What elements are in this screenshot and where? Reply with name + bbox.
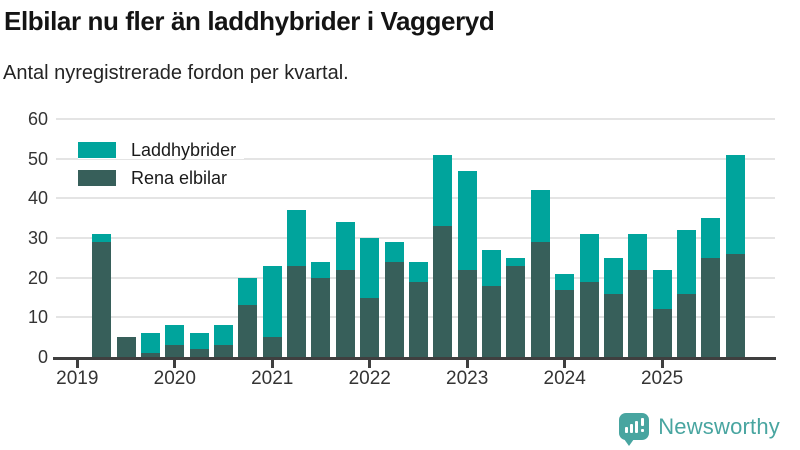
x-axis-tick — [270, 360, 274, 368]
legend-label: Rena elbilar — [131, 168, 228, 188]
bar-segment-laddhybrider — [140, 333, 160, 354]
bar-segment-rena-elbilar — [238, 305, 258, 357]
newsworthy-bar-chart-speech-bubble-icon — [619, 413, 650, 446]
x-axis-tick-label: 2025 — [640, 368, 684, 389]
bar-segment-rena-elbilar — [189, 349, 209, 357]
gridline-y-60 — [56, 118, 775, 120]
bar-segment-laddhybrider — [92, 234, 112, 242]
bar-segment-laddhybrider — [530, 190, 550, 242]
legend-item: Rena elbilar — [78, 168, 245, 188]
bar-segment-laddhybrider — [457, 170, 477, 270]
bar-segment-laddhybrider — [433, 154, 453, 227]
y-axis-tick-label: 0 — [37, 347, 48, 367]
y-axis-tick-label: 40 — [27, 188, 48, 209]
x-axis-tick — [368, 360, 372, 368]
chart-subtitle: Antal nyregistrerade fordon per kvartal. — [3, 62, 349, 84]
y-axis-tick-label: 30 — [27, 228, 48, 248]
y-axis-tick-label: 10 — [27, 307, 48, 328]
bar-segment-laddhybrider — [482, 249, 502, 286]
x-axis-tick-label: 2021 — [251, 368, 294, 389]
bar-segment-rena-elbilar — [335, 269, 355, 357]
x-axis-tick — [173, 360, 177, 368]
bar-segment-laddhybrider — [628, 234, 648, 270]
brand-name: Newsworthy — [658, 413, 780, 439]
bar-segment-laddhybrider — [384, 241, 404, 262]
legend-swatch — [78, 170, 116, 186]
x-axis-tick-label: 2019 — [56, 368, 99, 389]
chart-title: Elbilar nu fler än laddhybrider i Vagger… — [4, 6, 495, 36]
bar-segment-rena-elbilar — [677, 293, 696, 357]
bar-segment-rena-elbilar — [628, 269, 648, 357]
bar-segment-laddhybrider — [555, 273, 575, 290]
bar-segment-laddhybrider — [311, 261, 331, 278]
gridline-y-40 — [56, 197, 775, 200]
bar-segment-laddhybrider — [238, 277, 258, 306]
x-axis-tick-label: 2022 — [348, 368, 391, 389]
x-axis-tick-label: 2024 — [543, 368, 586, 389]
x-axis-tick — [563, 360, 567, 368]
bar-segment-rena-elbilar — [214, 345, 233, 357]
x-axis-tick — [660, 360, 664, 368]
bar-segment-laddhybrider — [506, 257, 526, 266]
bar-segment-rena-elbilar — [482, 285, 502, 357]
x-axis-tick-label: 2020 — [153, 368, 196, 389]
bar-segment-laddhybrider — [287, 210, 307, 266]
bar-segment-laddhybrider — [677, 230, 696, 294]
bar-segment-laddhybrider — [408, 261, 428, 282]
bar-segment-laddhybrider — [701, 218, 721, 258]
bar-segment-rena-elbilar — [287, 265, 307, 357]
bar-segment-laddhybrider — [189, 333, 209, 350]
bar-segment-laddhybrider — [262, 265, 282, 338]
bar-segment-rena-elbilar — [555, 289, 575, 357]
bar-segment-laddhybrider — [652, 269, 672, 310]
y-axis-tick-label: 20 — [27, 267, 48, 288]
chart-legend: Laddhybrider Rena elbilar — [78, 140, 245, 197]
bar-segment-rena-elbilar — [725, 253, 745, 357]
x-axis-tick — [465, 360, 469, 368]
gridline-y-50 — [56, 157, 775, 160]
bar-segment-rena-elbilar — [360, 297, 380, 357]
bar-segment-laddhybrider — [335, 222, 355, 270]
bar-segment-rena-elbilar — [92, 241, 112, 357]
x-axis-tick — [75, 360, 79, 368]
gridline-y-30 — [56, 237, 775, 239]
bar-segment-rena-elbilar — [701, 257, 721, 357]
bar-segment-rena-elbilar — [116, 337, 136, 357]
bar-segment-rena-elbilar — [579, 281, 599, 357]
bar-segment-rena-elbilar — [408, 281, 428, 357]
x-axis-tick-label: 2023 — [446, 368, 489, 389]
bar-segment-laddhybrider — [579, 234, 599, 282]
brand-logo: Newsworthy — [619, 413, 780, 446]
bar-segment-laddhybrider — [165, 325, 185, 346]
bar-segment-laddhybrider — [360, 238, 380, 298]
bar-segment-laddhybrider — [214, 325, 233, 346]
legend-swatch — [78, 142, 116, 158]
bar-segment-rena-elbilar — [165, 345, 185, 357]
legend-item: Laddhybrider — [78, 140, 245, 160]
bar-segment-rena-elbilar — [433, 226, 453, 357]
bar-segment-rena-elbilar — [262, 337, 282, 357]
bar-segment-rena-elbilar — [140, 353, 160, 357]
bar-segment-rena-elbilar — [652, 309, 672, 357]
x-axis-line — [53, 357, 776, 360]
y-axis-tick-label: 60 — [27, 109, 48, 129]
bar-segment-rena-elbilar — [506, 265, 526, 357]
bar-segment-rena-elbilar — [603, 293, 623, 357]
bar-segment-laddhybrider — [603, 257, 623, 294]
bar-segment-rena-elbilar — [457, 269, 477, 357]
bar-segment-laddhybrider — [725, 154, 745, 254]
bar-segment-rena-elbilar — [311, 277, 331, 357]
legend-label: Laddhybrider — [131, 140, 237, 160]
bar-segment-rena-elbilar — [530, 241, 550, 357]
y-axis-tick-label: 50 — [27, 148, 48, 169]
bar-segment-rena-elbilar — [384, 261, 404, 357]
